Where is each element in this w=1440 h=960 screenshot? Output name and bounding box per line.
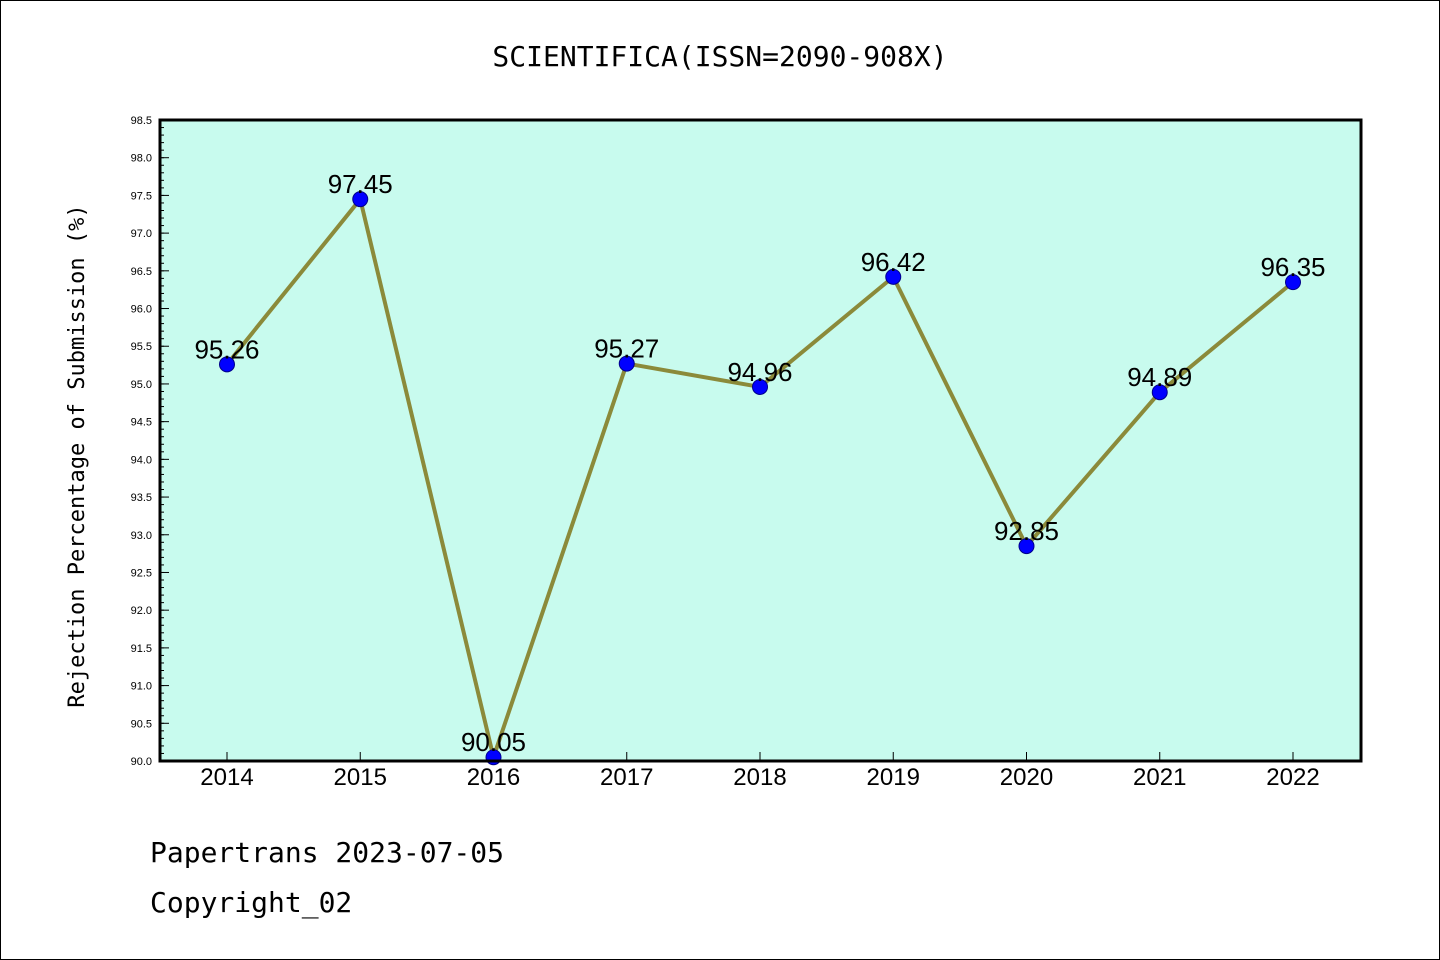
- x-tick-label: 2020: [1000, 764, 1053, 791]
- data-label-2016: 90.05: [461, 727, 526, 757]
- y-axis-label: Rejection Percentage of Submission (%): [65, 204, 90, 707]
- x-tick-label: 2016: [467, 764, 520, 791]
- footer-date-text: Papertrans 2023-07-05: [150, 836, 505, 869]
- data-point-2019: [885, 268, 902, 285]
- x-tick-label: 2017: [600, 764, 653, 791]
- x-tick-label: 2022: [1266, 764, 1319, 791]
- y-tick-label: 95.0: [131, 379, 152, 391]
- data-point-2021: [1151, 384, 1168, 401]
- y-tick-label: 96.0: [131, 304, 152, 316]
- y-tick-label: 90.0: [131, 756, 152, 768]
- data-point-2014: [219, 356, 235, 373]
- data-label-2020: 92.85: [994, 516, 1059, 546]
- data-point-2022: [1285, 274, 1301, 291]
- plot-border: [158, 118, 1363, 763]
- y-tick-label: 93.5: [131, 492, 152, 504]
- y-tick-label: 98.5: [131, 115, 152, 127]
- data-label-2019: 96.42: [861, 247, 926, 277]
- x-tick-label: 2021: [1133, 764, 1186, 791]
- y-tick-label: 91.0: [131, 681, 152, 693]
- footer-copyright-text: Copyright_02: [150, 886, 353, 919]
- y-tick-label: 98.0: [131, 153, 152, 165]
- y-tick-label: 94.0: [131, 454, 152, 466]
- y-tick-label: 92.0: [131, 605, 152, 617]
- data-label-2017: 95.27: [594, 334, 659, 364]
- x-tick-label: 2018: [733, 764, 786, 791]
- x-tick-label: 2014: [200, 764, 253, 791]
- plot-area: [160, 120, 1361, 761]
- data-label-2021: 94.89: [1127, 362, 1192, 392]
- x-tick-label: 2019: [867, 764, 920, 791]
- y-tick-label: 95.5: [131, 341, 152, 353]
- y-tick-label: 97.0: [131, 228, 152, 240]
- data-point-2020: [1018, 538, 1035, 555]
- y-tick-label: 93.0: [131, 530, 152, 542]
- data-label-2022: 96.35: [1260, 252, 1325, 282]
- data-point-2015: [352, 191, 369, 208]
- data-labels: 95.26 97.45 90.05 95.27 94.96 96.42 92.85 94.89…: [194, 169, 1325, 757]
- data-label-2018: 94.96: [727, 357, 792, 387]
- data-label-2015: 97.45: [328, 169, 393, 199]
- y-tick-label: 92.5: [131, 567, 152, 579]
- data-label-2014: 95.26: [194, 334, 259, 364]
- y-tick-label: 91.5: [131, 643, 152, 655]
- y-tick-label: 96.5: [131, 266, 152, 278]
- y-tick-label: 90.5: [131, 718, 152, 730]
- data-markers: [219, 191, 1301, 766]
- chart-title: SCIENTIFICA(ISSN=2090-908X): [492, 40, 947, 73]
- y-tick-label: 97.5: [131, 190, 152, 202]
- data-point-2017: [618, 355, 635, 372]
- y-tick-label: 94.5: [131, 417, 152, 429]
- x-tick-label: 2015: [334, 764, 387, 791]
- data-point-2018: [752, 378, 768, 395]
